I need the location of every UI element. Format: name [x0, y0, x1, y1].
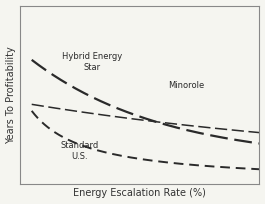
Text: Standard
U.S.: Standard U.S. [60, 141, 99, 161]
Text: Minorole: Minorole [168, 81, 205, 91]
Text: Hybrid Energy
Star: Hybrid Energy Star [61, 52, 122, 72]
X-axis label: Energy Escalation Rate (%): Energy Escalation Rate (%) [73, 188, 206, 198]
Y-axis label: Years To Profitability: Years To Profitability [6, 46, 16, 144]
